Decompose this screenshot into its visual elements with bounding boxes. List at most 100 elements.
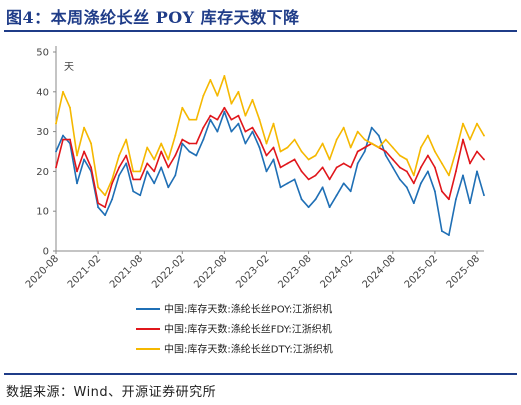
series-1-point	[118, 174, 121, 177]
series-1-point	[455, 198, 457, 201]
series-3-point	[426, 134, 429, 137]
series-2-point	[111, 182, 114, 185]
series-2-point	[314, 174, 317, 177]
series-line-1	[55, 110, 485, 236]
series-3-point	[55, 122, 57, 125]
series-1-point	[160, 166, 163, 169]
series-2-point	[469, 162, 471, 165]
series-3-point	[174, 134, 177, 137]
series-2-point	[251, 126, 254, 129]
series-1-point	[321, 186, 324, 189]
series-2-point	[426, 154, 429, 157]
series-3-point	[244, 114, 247, 117]
series-1-point	[314, 198, 317, 201]
series-3-point	[469, 138, 471, 141]
series-3-point	[90, 142, 92, 145]
series-2-point	[181, 138, 184, 141]
series-1-point	[405, 186, 408, 189]
series-2-point	[104, 206, 107, 209]
series-3-point	[181, 106, 184, 109]
series-1-point	[258, 146, 261, 149]
series-3-point	[160, 142, 163, 145]
series-1-point	[272, 158, 275, 161]
series-1-point	[209, 118, 212, 121]
series-3-point	[251, 98, 254, 101]
series-3-point	[188, 118, 191, 121]
series-2-point	[230, 118, 233, 121]
series-1-point	[412, 202, 415, 205]
chart-title: 图4：本周涤纶长丝 POY 库存天数下降	[6, 8, 300, 27]
series-2-point	[244, 130, 247, 133]
series-1-point	[363, 150, 366, 153]
series-2-point	[300, 170, 303, 173]
series-1-point	[476, 170, 478, 173]
series-1-point	[384, 154, 387, 157]
series-3-point	[377, 146, 380, 149]
series-3-point	[398, 154, 401, 157]
series-2-point	[476, 150, 478, 153]
series-2-point	[132, 178, 135, 181]
series-2-point	[335, 166, 338, 169]
series-3-point	[412, 174, 415, 177]
series-2-point	[188, 142, 191, 145]
series-3-point	[97, 186, 99, 189]
series-3-point	[167, 158, 170, 161]
x-tick-label: 2020-08	[24, 253, 61, 290]
series-1-point	[216, 130, 219, 133]
series-1-point	[265, 170, 268, 173]
series-2-point	[55, 166, 57, 169]
series-2-point	[441, 190, 443, 193]
series-2-point	[223, 106, 226, 109]
series-3-point	[349, 146, 352, 149]
y-tick-label: 40	[36, 87, 49, 98]
series-3-point	[139, 170, 142, 173]
series-1-point	[237, 122, 240, 125]
series-3-point	[300, 150, 303, 153]
series-1-point	[146, 170, 149, 173]
series-2-point	[455, 170, 457, 173]
series-3-point	[104, 194, 107, 197]
series-1-point	[356, 162, 359, 165]
series-3-point	[455, 150, 457, 153]
series-2-point	[462, 138, 464, 141]
series-1-point	[111, 198, 114, 201]
series-3-point	[230, 102, 233, 105]
series-3-point	[118, 154, 121, 157]
x-tick-label: 2023-08	[276, 253, 313, 290]
series-3-point	[342, 126, 345, 129]
series-1-point	[293, 178, 296, 181]
series-2-point	[356, 150, 359, 153]
series-2-point	[216, 118, 219, 121]
series-3-point	[307, 158, 310, 161]
series-2-point	[139, 178, 142, 181]
title-rule	[4, 30, 517, 32]
chart-legend: 中国:库存天数:涤纶长丝POY:江浙织机中国:库存天数:涤纶长丝FDY:江浙织机…	[136, 303, 333, 356]
footer-rule	[4, 373, 517, 375]
series-1-point	[167, 186, 170, 189]
series-1-point	[195, 154, 198, 157]
series-3-point	[265, 142, 268, 145]
series-2-point	[384, 150, 387, 153]
series-3-point	[286, 146, 289, 149]
series-2-point	[258, 138, 261, 141]
series-3-point	[405, 158, 408, 161]
y-tick-label: 30	[36, 127, 49, 138]
legend-label-3: 中国:库存天数:涤纶长丝DTY:江浙织机	[164, 343, 333, 356]
series-3-point	[433, 150, 436, 153]
series-1-point	[433, 190, 436, 193]
x-tick-label: 2021-08	[108, 253, 145, 290]
series-1-point	[181, 142, 184, 145]
series-2-point	[363, 146, 366, 149]
series-1-point	[462, 174, 464, 177]
series-2-point	[83, 150, 85, 153]
x-tick-label: 2025-02	[403, 253, 440, 290]
series-1-point	[104, 214, 107, 217]
series-1-point	[188, 150, 191, 153]
series-3-point	[441, 162, 443, 165]
series-2-point	[174, 154, 177, 157]
chart-svg: 0 10 20 30 40 50 天 2020-08 2021-02 2021-08 2022-02…	[24, 46, 485, 356]
series-3-point	[483, 134, 485, 137]
series-3-point	[69, 106, 71, 109]
series-3-point	[328, 158, 331, 161]
y-tick-label: 10	[36, 207, 49, 218]
